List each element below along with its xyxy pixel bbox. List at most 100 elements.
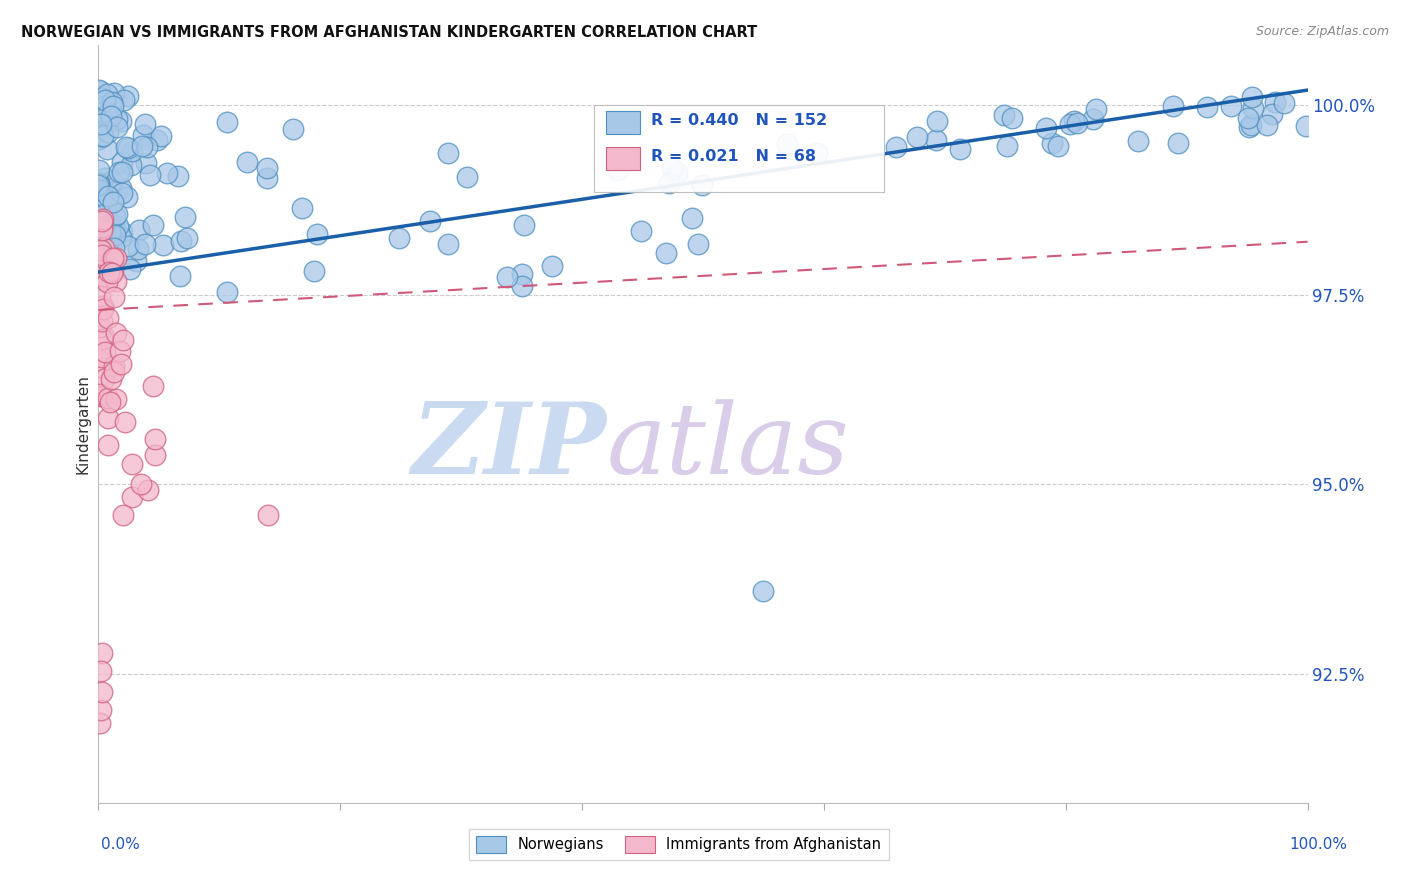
Point bbox=[115, 140, 138, 154]
Point bbox=[110, 181, 132, 195]
Point bbox=[87, 132, 110, 146]
Point bbox=[256, 161, 278, 176]
Point bbox=[1241, 101, 1264, 115]
Text: ZIP: ZIP bbox=[412, 398, 606, 495]
Point bbox=[1047, 139, 1070, 153]
Point bbox=[96, 112, 118, 126]
Point bbox=[93, 252, 115, 266]
Point bbox=[96, 193, 118, 207]
Point bbox=[87, 183, 110, 197]
Point bbox=[152, 238, 174, 252]
Point bbox=[90, 350, 112, 364]
Point bbox=[108, 344, 131, 359]
Point bbox=[690, 178, 713, 192]
Point bbox=[686, 237, 709, 252]
Point bbox=[89, 83, 111, 97]
Text: Source: ZipAtlas.com: Source: ZipAtlas.com bbox=[1256, 25, 1389, 38]
Point bbox=[87, 247, 110, 261]
Point bbox=[100, 225, 122, 239]
Point bbox=[105, 273, 128, 287]
Point bbox=[91, 389, 114, 403]
Point bbox=[105, 207, 128, 221]
Point bbox=[90, 332, 112, 346]
Point bbox=[283, 122, 305, 136]
Point bbox=[91, 129, 114, 144]
Point bbox=[510, 267, 533, 281]
Point bbox=[654, 245, 676, 260]
Point bbox=[1001, 111, 1024, 125]
Point bbox=[91, 212, 114, 227]
Point bbox=[97, 410, 120, 425]
Point bbox=[925, 114, 948, 128]
Point bbox=[89, 120, 111, 135]
Point bbox=[101, 263, 124, 277]
Point bbox=[166, 169, 188, 183]
Point bbox=[456, 169, 478, 184]
Point bbox=[89, 244, 111, 258]
Point bbox=[117, 88, 139, 103]
Point bbox=[103, 359, 125, 373]
Point bbox=[115, 190, 138, 204]
Point bbox=[104, 227, 127, 242]
Point bbox=[1237, 120, 1260, 134]
Point bbox=[1040, 136, 1063, 150]
Point bbox=[1240, 118, 1263, 132]
Point bbox=[993, 108, 1015, 122]
Point bbox=[134, 237, 156, 252]
Point bbox=[105, 326, 128, 341]
Point bbox=[100, 109, 122, 123]
Point bbox=[176, 231, 198, 245]
Point bbox=[419, 214, 441, 228]
FancyBboxPatch shape bbox=[595, 105, 884, 193]
Point bbox=[304, 264, 326, 278]
Point bbox=[87, 178, 110, 193]
Point bbox=[90, 665, 112, 679]
Point bbox=[666, 165, 689, 179]
Point bbox=[97, 391, 120, 405]
Point bbox=[305, 227, 328, 242]
Point bbox=[143, 448, 166, 462]
Point bbox=[91, 214, 114, 228]
Point bbox=[1219, 99, 1241, 113]
Point bbox=[1128, 134, 1150, 148]
Point bbox=[96, 241, 118, 255]
Point bbox=[513, 219, 536, 233]
Point bbox=[91, 223, 114, 237]
Point bbox=[90, 704, 112, 718]
Point bbox=[93, 188, 115, 202]
Point bbox=[96, 249, 118, 263]
Point bbox=[96, 125, 118, 139]
Point bbox=[128, 223, 150, 237]
Point bbox=[174, 211, 197, 225]
Point bbox=[87, 120, 110, 135]
Point bbox=[97, 211, 120, 226]
Point bbox=[105, 251, 128, 265]
Legend: Norwegians, Immigrants from Afghanistan: Norwegians, Immigrants from Afghanistan bbox=[470, 829, 889, 860]
Point bbox=[135, 156, 157, 170]
Point bbox=[89, 320, 111, 334]
Point bbox=[117, 238, 139, 252]
Point bbox=[1083, 112, 1105, 126]
Point bbox=[142, 218, 165, 232]
Point bbox=[90, 244, 112, 258]
Point bbox=[510, 279, 533, 293]
Point bbox=[1063, 114, 1085, 128]
Point bbox=[114, 415, 136, 429]
Point bbox=[139, 168, 162, 182]
Point bbox=[108, 165, 131, 179]
Point bbox=[98, 394, 121, 409]
Point bbox=[103, 365, 125, 379]
FancyBboxPatch shape bbox=[606, 147, 640, 169]
Point bbox=[96, 108, 118, 122]
Point bbox=[101, 195, 124, 210]
Point bbox=[90, 246, 112, 260]
Point bbox=[236, 155, 259, 169]
Point bbox=[217, 115, 239, 129]
Point bbox=[1059, 117, 1081, 131]
Point bbox=[94, 170, 117, 185]
Point bbox=[89, 289, 111, 303]
Point bbox=[661, 161, 683, 176]
Point bbox=[111, 165, 134, 179]
Point bbox=[681, 211, 703, 226]
Point bbox=[89, 102, 111, 116]
